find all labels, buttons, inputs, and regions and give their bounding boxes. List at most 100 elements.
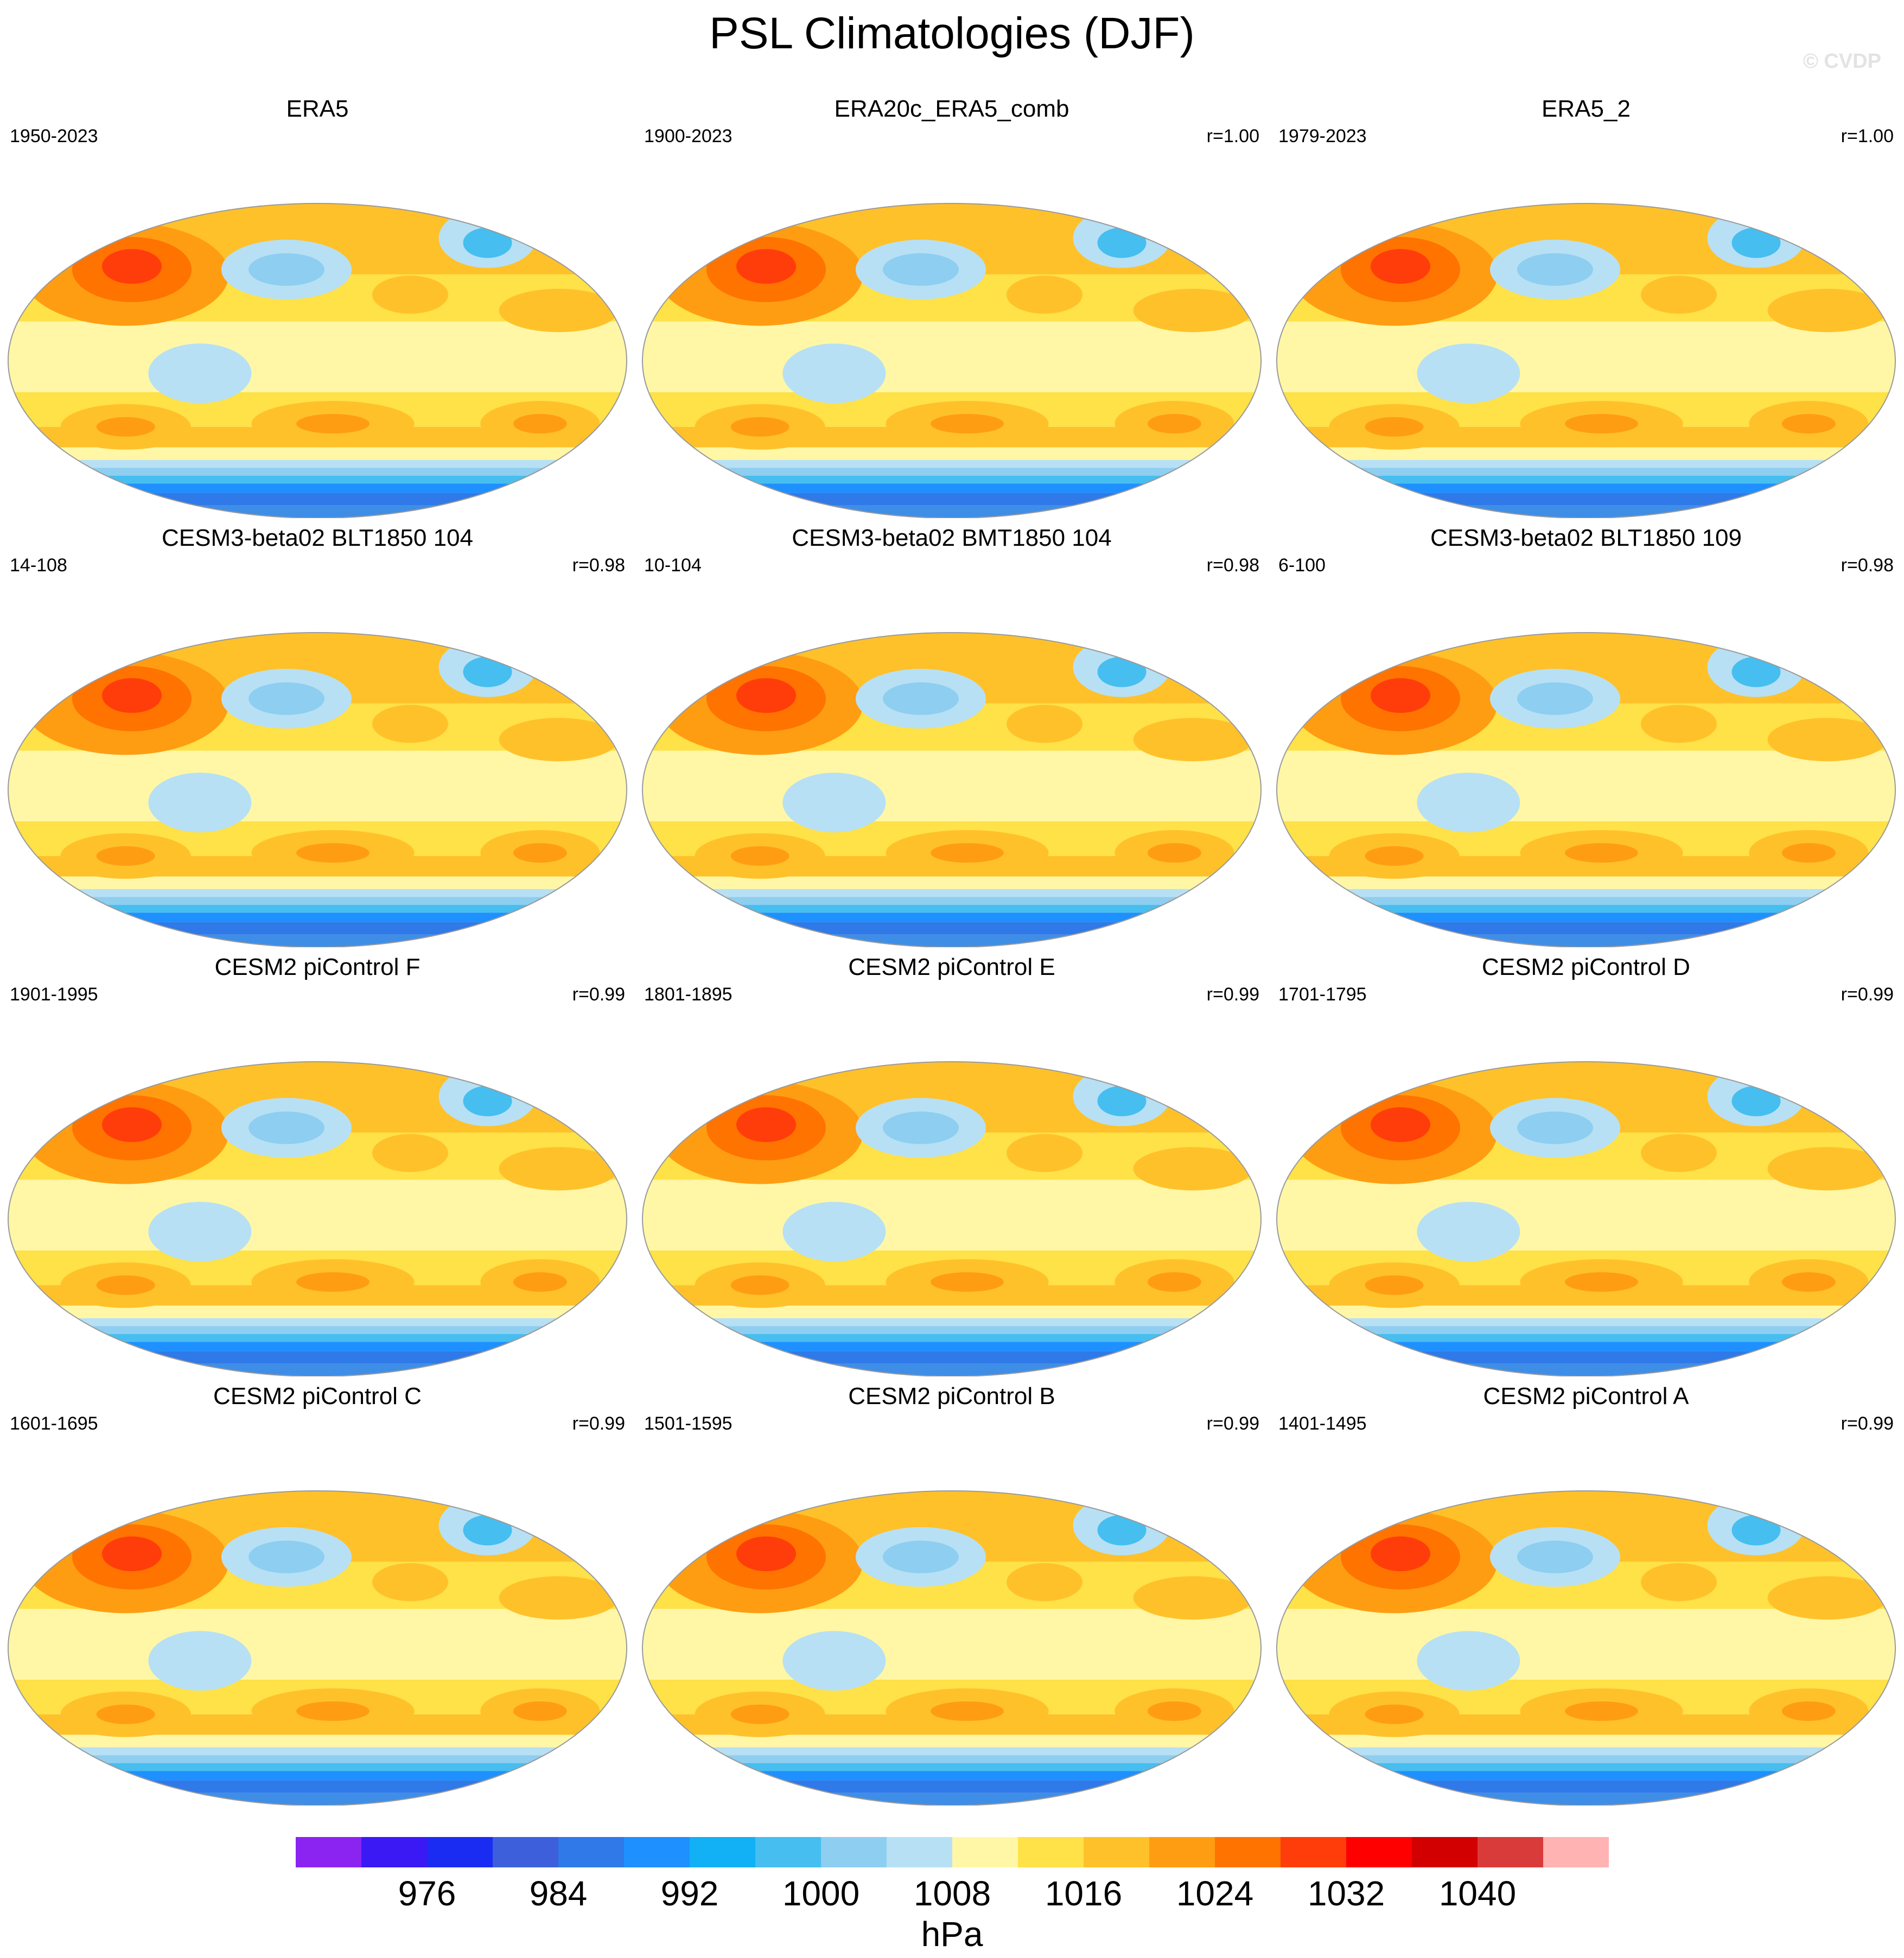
colorbar-swatch [952, 1837, 1018, 1867]
southern-high-core [1147, 414, 1201, 433]
pressure-band [1277, 1326, 1895, 1334]
colorbar-swatch [1412, 1837, 1478, 1867]
colorbar-tick-label: 1040 [1438, 1874, 1517, 1913]
panel-correlation: r=1.00 [1206, 126, 1259, 146]
pressure-band [1277, 1351, 1895, 1364]
pressure-band [1277, 1334, 1895, 1342]
pressure-band [642, 447, 1261, 460]
pressure-band [8, 750, 627, 821]
colorbar-swatch [1018, 1837, 1084, 1867]
pressure-band [8, 1609, 627, 1680]
panel-correlation: r=0.98 [1841, 555, 1894, 576]
colorbar-swatch [1543, 1837, 1609, 1867]
pressure-band [8, 1734, 627, 1747]
colorbar-swatch [1478, 1837, 1544, 1867]
azores-high [1767, 1576, 1887, 1620]
panel-title: CESM2 piControl C [213, 1383, 422, 1409]
pressure-band [642, 1342, 1261, 1351]
pressure-band [1277, 750, 1895, 821]
panel-title: CESM2 piControl A [1483, 1383, 1689, 1409]
pressure-band [1277, 1305, 1895, 1318]
panel-correlation: r=0.98 [1206, 555, 1259, 576]
azores-high [499, 718, 619, 762]
pressure-band [1277, 934, 1895, 947]
southern-high-core [96, 417, 155, 437]
north-america-high [1641, 1563, 1717, 1602]
pressure-band [8, 483, 627, 493]
watermark: © CVDP [1803, 50, 1881, 73]
pressure-band [642, 889, 1261, 897]
azores-high [1767, 289, 1887, 333]
southern-high-core [1565, 1272, 1638, 1292]
icelandic-low-core [1731, 1086, 1781, 1117]
panel-title: ERA5 [286, 95, 349, 122]
map-svg [642, 632, 1262, 947]
figure-title: PSL Climatologies (DJF) [709, 9, 1195, 58]
colorbar [296, 1837, 1609, 1867]
map-svg [1276, 632, 1896, 947]
colorbar-tick-label: 1032 [1307, 1874, 1385, 1913]
aleutian-low-core [249, 682, 324, 715]
pressure-band [642, 904, 1261, 913]
southern-high-core [96, 1275, 155, 1295]
southern-high-core [1781, 1701, 1836, 1721]
map-svg [8, 1061, 627, 1376]
panel-title: CESM3-beta02 BLT1850 104 [162, 525, 473, 551]
pressure-band [642, 1351, 1261, 1364]
siberian-high-center [102, 1536, 162, 1571]
southern-high-core [1565, 843, 1638, 863]
map-panel-cesm3-bmt1850-104: CESM3-beta02 BMT1850 104 10-104 r=0.98 [634, 524, 1269, 947]
southern-high-core [931, 1272, 1004, 1292]
pressure-band [642, 1763, 1261, 1771]
pressure-band [1277, 1747, 1895, 1756]
map-boundary [642, 203, 1262, 518]
pressure-band [8, 876, 627, 889]
panel-title: CESM3-beta02 BMT1850 104 [792, 525, 1112, 551]
icelandic-low-core [1731, 227, 1781, 258]
map-boundary [8, 632, 627, 947]
colorbar-tick-label: 992 [660, 1874, 719, 1913]
pressure-band [1277, 1771, 1895, 1781]
map-boundary [8, 203, 627, 518]
pressure-band [8, 1755, 627, 1763]
panel-years: 1979-2023 [1278, 126, 1367, 146]
aleutian-low-core [883, 253, 959, 286]
colorbar-tick-labels: 976 984 992 1000 1008 1016 1024 1032 1040 [0, 1872, 1904, 1921]
siberian-high-center [102, 1107, 162, 1142]
pressure-band [642, 1780, 1261, 1793]
warm-pool-low [1417, 773, 1520, 833]
siberian-high-center [1371, 678, 1430, 713]
warm-pool-low [1417, 343, 1520, 404]
colorbar-swatch [296, 1837, 362, 1867]
warm-pool-low [1417, 1631, 1520, 1691]
southern-high-core [1565, 1701, 1638, 1721]
southern-high-core [296, 1272, 370, 1292]
panel-title: CESM3-beta02 BLT1850 109 [1430, 525, 1742, 551]
pressure-band [642, 1609, 1261, 1680]
panel-years: 10-104 [644, 555, 702, 576]
southern-high-core [513, 414, 567, 433]
azores-high [499, 1576, 619, 1620]
southern-high-core [1147, 843, 1201, 863]
colorbar-swatch [624, 1837, 690, 1867]
pressure-band [1277, 505, 1895, 518]
pressure-band [642, 460, 1261, 468]
southern-high-core [1365, 417, 1424, 437]
map-boundary [642, 1061, 1262, 1376]
southern-high-core [513, 843, 567, 863]
southern-high-core [96, 1704, 155, 1724]
pressure-band [8, 922, 627, 935]
pressure-band [642, 475, 1261, 484]
panel-correlation: r=0.99 [1206, 984, 1259, 1005]
southern-high-core [296, 843, 370, 863]
map-boundary [1276, 1490, 1896, 1806]
siberian-high-center [736, 678, 796, 713]
pressure-band [8, 1363, 627, 1376]
panel-years: 1900-2023 [644, 126, 733, 146]
aleutian-low-core [1517, 1111, 1593, 1144]
map-panel-era5-2: ERA5_2 1979-2023 r=1.00 [1269, 95, 1903, 518]
pressure-band [1277, 1780, 1895, 1793]
icelandic-low-core [1731, 656, 1781, 687]
pressure-band [642, 913, 1261, 922]
pressure-band [1277, 889, 1895, 897]
